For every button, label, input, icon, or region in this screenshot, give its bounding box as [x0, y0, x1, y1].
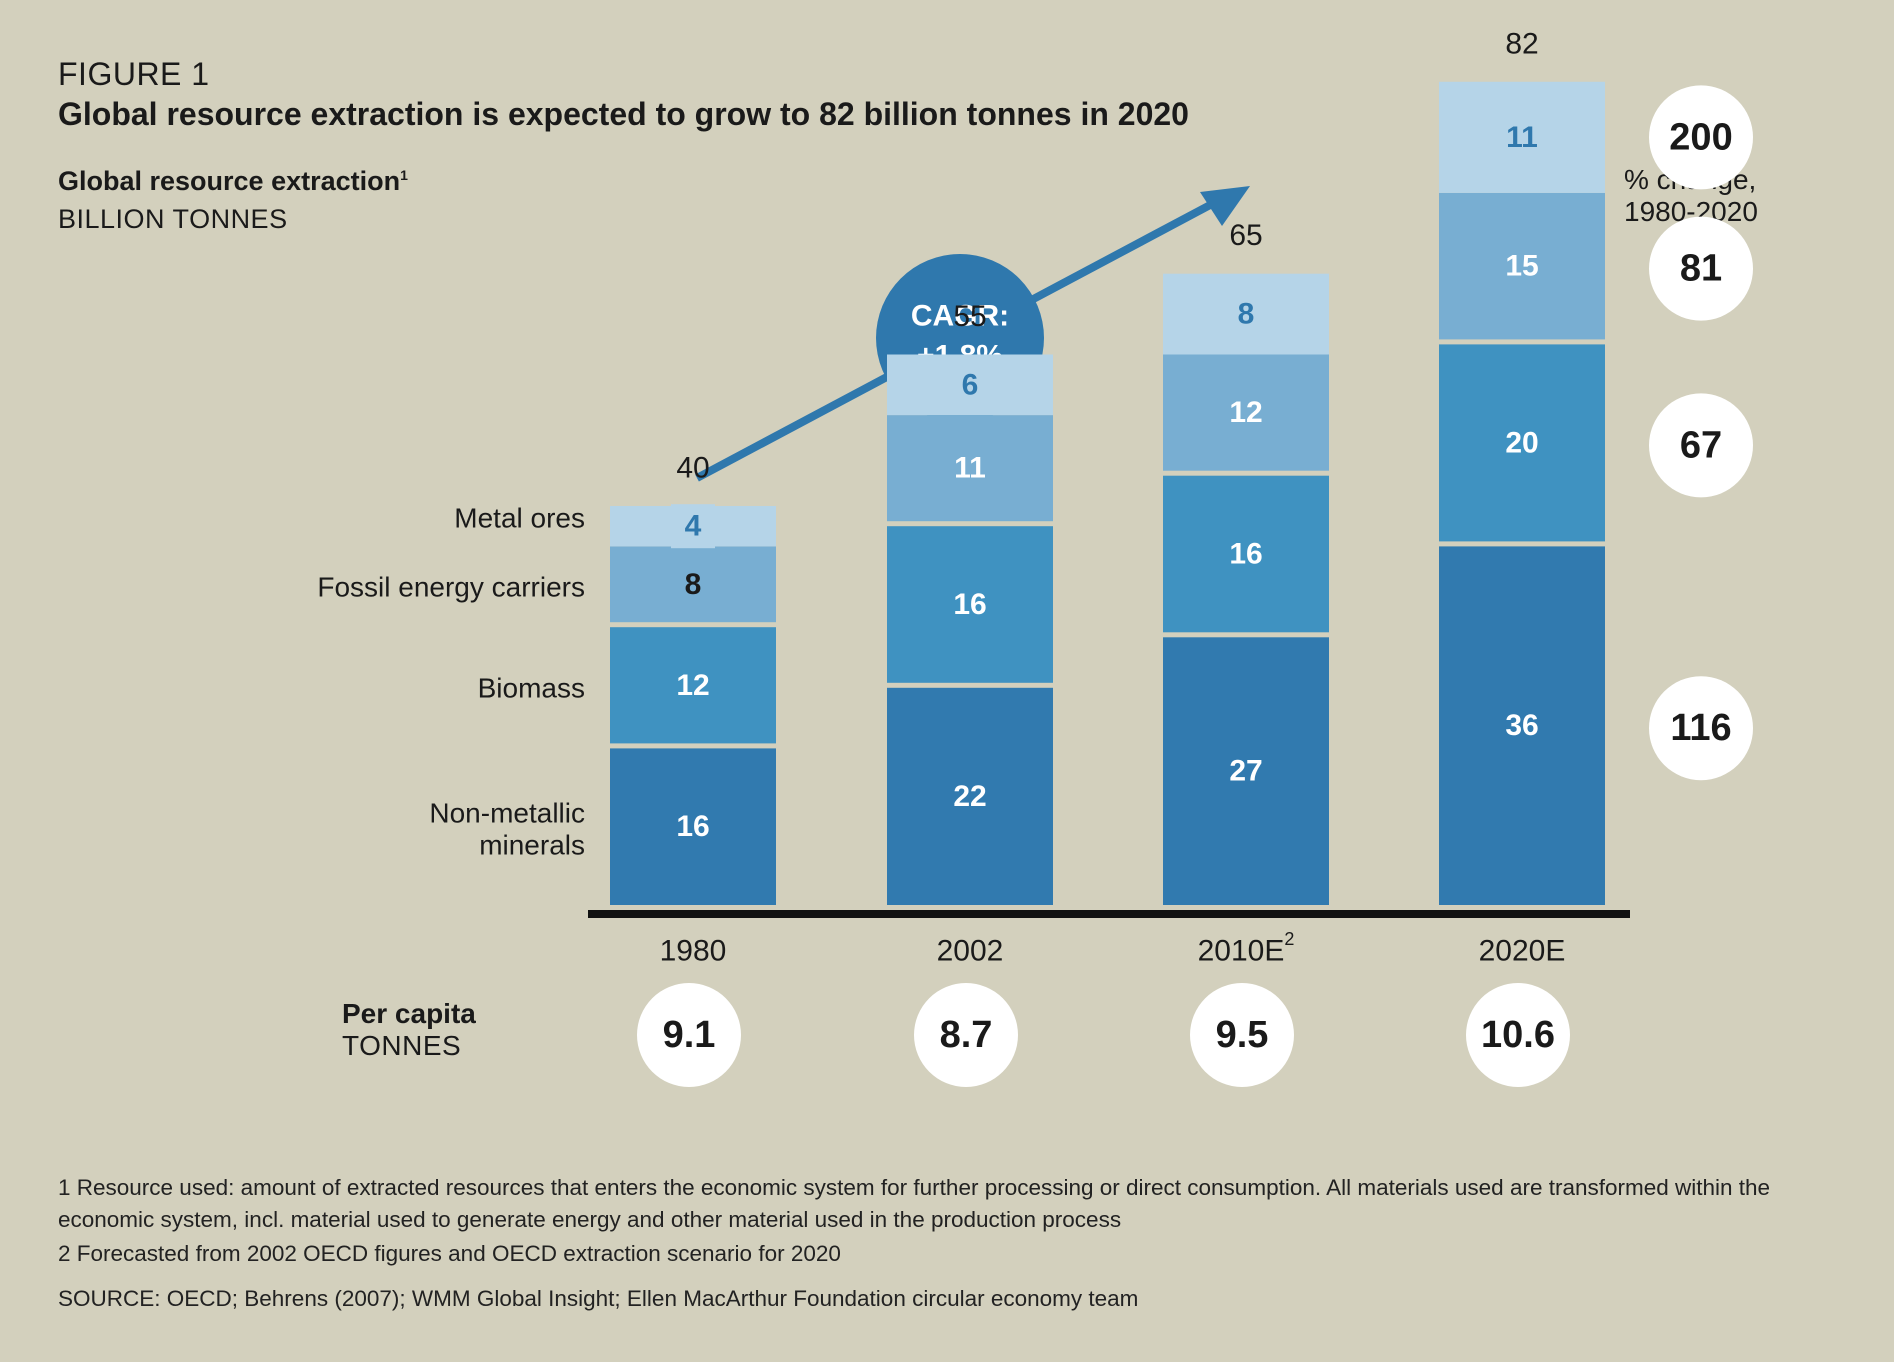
per-capita-value: 10.6: [1481, 1014, 1555, 1056]
bar-value-label: 6: [962, 368, 979, 401]
stacked-bar-chart: CAGR:+1.8%1612844019809.122161165520028.…: [317, 27, 1753, 1087]
bar-label-badge: [671, 504, 715, 549]
per-capita-bubble: [914, 983, 1018, 1087]
chart-unit: BILLION TONNES: [58, 204, 288, 234]
legend-label: Biomass: [478, 672, 585, 703]
bar-segment-2002-metal-ores: [887, 354, 1053, 416]
bar-segment-2020e-biomass: [1439, 344, 1605, 542]
bar-segment-2010e-fossil-energy-carriers: [1163, 354, 1329, 471]
per-capita-value: 9.1: [663, 1014, 716, 1056]
bar-value-label: 16: [676, 810, 709, 843]
bar-segment-2002-fossil-energy-carriers: [887, 415, 1053, 522]
chart-subtitle: Global resource extraction1: [58, 166, 408, 197]
bar-value-label: 8: [1238, 298, 1255, 331]
cagr-label: CAGR:: [911, 300, 1009, 333]
legend-label: Fossil energy carriers: [317, 571, 585, 602]
x-tick-label: 1980: [660, 935, 727, 968]
bar-segment-1980-biomass: [610, 627, 776, 744]
figure-label: FIGURE 1: [58, 56, 210, 92]
bar-total-label: 82: [1505, 27, 1538, 60]
footnote-2: 2 Forecasted from 2002 OECD figures and …: [58, 1241, 841, 1266]
per-capita-value: 8.7: [940, 1014, 993, 1056]
pct-change-value: 200: [1669, 116, 1732, 158]
bar-value-label: 16: [953, 588, 986, 621]
bar-value-label: 15: [1505, 250, 1538, 283]
source-note: SOURCE: OECD; Behrens (2007); WMM Global…: [58, 1286, 1139, 1311]
bar-value-label: 4: [685, 510, 702, 543]
x-tick-label: 2020E: [1479, 935, 1566, 968]
bar-value-label: 8: [685, 568, 702, 601]
x-tick-label: 2002: [937, 935, 1004, 968]
x-tick-superscript: 2: [1284, 929, 1294, 949]
bar-total-label: 65: [1229, 219, 1262, 252]
per-capita-value: 9.5: [1216, 1014, 1269, 1056]
bar-value-label: 11: [954, 452, 986, 485]
per-capita-bubble: [1190, 983, 1294, 1087]
pct-change-value: 67: [1680, 424, 1722, 466]
figure-title: Global resource extraction is expected t…: [58, 96, 1189, 132]
bar-value-label: 22: [953, 780, 986, 813]
x-axis-baseline: [588, 910, 1630, 918]
chart-subtitle-text: Global resource extraction: [58, 166, 401, 196]
bar-segment-2010e-metal-ores: [1163, 273, 1329, 355]
pct-change-value: 116: [1670, 707, 1731, 749]
bar-segment-2020e-non-metallic-minerals: [1439, 546, 1605, 905]
footnote-mark: 1: [400, 167, 408, 183]
bar-total-label: 55: [953, 300, 986, 333]
legend-label: Metal ores: [454, 503, 585, 534]
bar-value-label: 16: [1229, 538, 1262, 571]
pct-change-bubble: [1649, 393, 1753, 498]
x-tick-label: 2010E2: [1198, 929, 1295, 968]
bar-value-label: 12: [676, 669, 709, 702]
bar-value-label: 20: [1505, 426, 1538, 459]
bar-total-label: 40: [676, 452, 709, 485]
bar-value-label: 27: [1229, 755, 1262, 788]
bar-value-label: 12: [1229, 396, 1262, 429]
legend-label: Non-metallic: [429, 798, 585, 829]
per-capita-unit: TONNES: [342, 1030, 462, 1061]
footnote-1: 1 Resource used: amount of extracted res…: [58, 1175, 1771, 1232]
bar-segment-1980-non-metallic-minerals: [610, 748, 776, 905]
pct-change-value: 81: [1680, 248, 1722, 290]
bar-segment-2020e-fossil-energy-carriers: [1439, 192, 1605, 340]
bar-segment-2020e-metal-ores: [1439, 81, 1605, 193]
pct-change-bubble: [1649, 216, 1753, 321]
per-capita-bubble: [637, 983, 741, 1087]
bar-segment-2002-non-metallic-minerals: [887, 687, 1053, 905]
growth-arrow-head: [1200, 186, 1250, 226]
per-capita-bubble: [1466, 983, 1570, 1087]
bar-value-label: 11: [1506, 121, 1538, 154]
legend-label: minerals: [479, 830, 585, 861]
pct-change-bubble: [1649, 676, 1753, 781]
pct-change-bubble: [1649, 85, 1753, 190]
bar-segment-2002-biomass: [887, 526, 1053, 683]
bar-segment-2010e-biomass: [1163, 475, 1329, 633]
bar-segment-2010e-non-metallic-minerals: [1163, 637, 1329, 905]
bar-value-label: 36: [1505, 709, 1538, 742]
bar-segment-1980-fossil-energy-carriers: [610, 546, 776, 623]
per-capita-title: Per capita: [342, 998, 476, 1029]
